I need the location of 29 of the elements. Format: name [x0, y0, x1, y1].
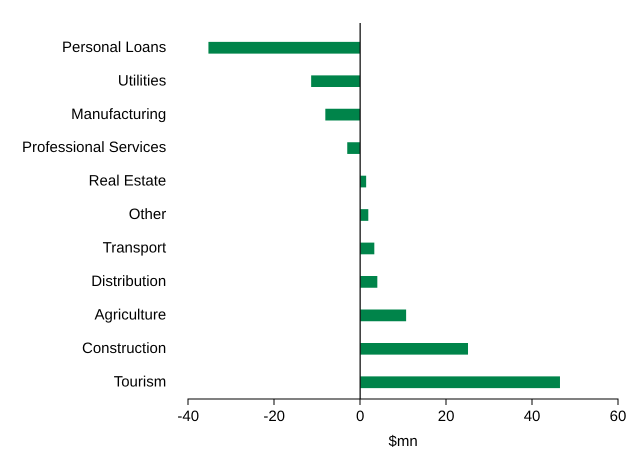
x-tick-label: -20: [263, 408, 286, 426]
bar: [208, 42, 360, 54]
y-tick-label: Distribution: [91, 273, 166, 290]
y-tick-label: Tourism: [114, 373, 166, 390]
x-tick-label: -40: [177, 408, 200, 426]
bar: [360, 342, 468, 355]
y-tick-label: Real Estate: [88, 172, 166, 190]
bar: [360, 209, 368, 221]
y-tick-label: Manufacturing: [71, 106, 166, 123]
bar: [360, 242, 374, 254]
bar: [360, 310, 406, 322]
y-tick-label: Agriculture: [94, 306, 166, 324]
y-tick-label: Professional Services: [22, 139, 166, 156]
y-tick-label: Utilities: [118, 72, 166, 90]
bar: [360, 376, 560, 388]
y-tick-label: Transport: [102, 240, 168, 257]
x-axis-title: $mn: [388, 433, 418, 450]
bar: [325, 108, 360, 120]
y-tick-label: Personal Loans: [62, 38, 166, 56]
bar: [311, 75, 360, 88]
x-tick-label: 20: [438, 408, 454, 426]
x-tick-label: 0: [356, 408, 364, 426]
x-tick-label: 40: [524, 408, 540, 426]
bar: [347, 142, 360, 154]
x-tick-label: 60: [610, 408, 626, 426]
bar: [360, 176, 366, 188]
y-tick-label: Construction: [82, 340, 166, 357]
y-tick-label: Other: [128, 206, 166, 224]
bar: [360, 276, 378, 288]
